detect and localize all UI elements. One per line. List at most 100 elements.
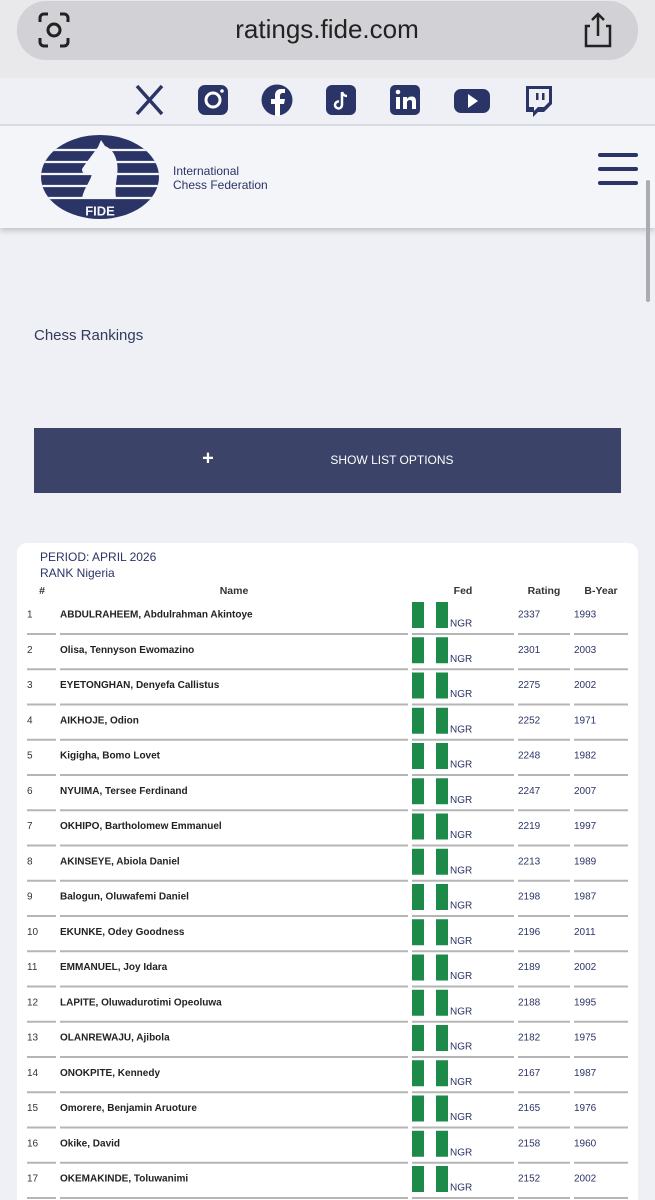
url[interactable]: ratings.fide.com [235, 14, 419, 44]
player-name: AIKHOJE, Odion [60, 715, 139, 726]
rank: 3 [27, 680, 33, 691]
flag-stripe [436, 848, 448, 875]
flag-stripe [436, 1130, 448, 1157]
ranking-row: 2 Olisa, Tennyson Ewomazino NGR 2301 2003 [27, 637, 628, 671]
rating: 2252 [518, 715, 541, 726]
x-icon[interactable] [135, 84, 164, 116]
birth-year: 2011 [574, 927, 596, 938]
birth-year: 1993 [574, 610, 597, 621]
org-name: International [173, 164, 239, 178]
player-name: Kigigha, Bomo Lovet [60, 751, 161, 762]
player-name: Balogun, Oluwafemi Daniel [60, 892, 189, 903]
twitch-icon[interactable] [526, 86, 552, 117]
rank: 6 [27, 786, 33, 797]
flag-stripe [412, 813, 424, 840]
ranking-table: # Name Fed Rating B-Year 1 ABDULRAHEEM, Abdulr… [27, 585, 628, 1199]
ranking-row: 5 Kigigha, Bomo Lovet NGR 2248 1982 [27, 743, 628, 776]
org-name: Chess Federation [173, 178, 268, 192]
youtube-icon[interactable] [454, 89, 490, 113]
ranking-row: 12 LAPITE, Oluwadurotimi Opeoluwa NGR 2188 1… [27, 989, 628, 1023]
rank: 13 [27, 1033, 39, 1044]
ranking-row: 16 Okike, David NGR 2158 1960 [27, 1130, 628, 1164]
flag-stripe [436, 884, 448, 910]
scrollbar [646, 180, 650, 302]
federation: NGR [450, 619, 472, 630]
federation: NGR [450, 1183, 472, 1194]
flag-stripe [436, 743, 448, 769]
federation: NGR [450, 901, 472, 912]
rating: 2198 [518, 892, 541, 903]
ranking-row: 8 AKINSEYE, Abiola Daniel NGR 2213 1989 [27, 848, 628, 882]
rank: 2 [27, 645, 33, 656]
rank: 12 [27, 997, 39, 1008]
column-header: # [39, 585, 45, 597]
birth-year: 1987 [574, 892, 597, 903]
ranking-row: 13 OLANREWAJU, Ajibola NGR 2182 1975 [27, 1025, 628, 1058]
rank: 5 [27, 751, 33, 762]
player-name: Olisa, Tennyson Ewomazino [60, 645, 194, 656]
flag-stripe [412, 1060, 424, 1087]
flag-stripe [436, 1166, 448, 1192]
rating: 2213 [518, 856, 541, 867]
birth-year: 2002 [574, 680, 597, 691]
column-header: Name [220, 585, 249, 597]
flag-stripe [412, 954, 424, 981]
rank: 8 [27, 856, 33, 867]
rating: 2247 [518, 786, 541, 797]
birth-year: 1976 [574, 1103, 597, 1114]
rating: 2182 [518, 1033, 541, 1044]
linkedin-icon[interactable] [390, 85, 420, 115]
rating: 2196 [518, 927, 541, 938]
menu-button[interactable] [598, 153, 638, 185]
ranking-row: 11 EMMANUEL, Joy Idara NGR 2189 2002 [27, 954, 628, 988]
flag-stripe [412, 672, 424, 699]
rating: 2188 [518, 997, 541, 1008]
instagram-icon[interactable] [198, 85, 228, 115]
flag-stripe [412, 848, 424, 875]
rating: 2152 [518, 1174, 541, 1185]
flag-stripe [412, 884, 424, 910]
rank: 17 [27, 1174, 39, 1185]
flag-stripe [412, 743, 424, 769]
ranking-row: 10 EKUNKE, Odey Goodness NGR 2196 2011 [27, 919, 628, 953]
options-button[interactable]: + SHOW LIST OPTIONS [34, 428, 621, 493]
player-name: OKHIPO, Bartholomew Emmanuel [60, 821, 222, 832]
federation: NGR [450, 1147, 472, 1158]
flag-stripe [412, 637, 424, 664]
player-name: Omorere, Benjamin Aruoture [60, 1103, 197, 1114]
player-name: OKEMAKINDE, Toluwanimi [60, 1174, 188, 1185]
address-bar[interactable] [17, 1, 638, 60]
column-header: Fed [454, 585, 473, 597]
rank: 7 [27, 821, 33, 832]
rank: 9 [27, 892, 33, 903]
rank: 10 [27, 927, 39, 938]
federation: NGR [450, 936, 472, 947]
page-title: Chess Rankings [34, 327, 143, 344]
column-header: Rating [528, 585, 561, 597]
ranking-card [17, 543, 638, 1200]
button-icon: + [202, 447, 214, 469]
birth-year: 1975 [574, 1033, 597, 1044]
fide-logo[interactable]: FIDE [40, 135, 160, 219]
flag-stripe [412, 1166, 424, 1192]
federation: NGR [450, 1042, 472, 1053]
player-name: EKUNKE, Odey Goodness [60, 927, 185, 938]
rank: 15 [27, 1103, 39, 1114]
birth-year: 2002 [574, 1174, 597, 1185]
rating: 2165 [518, 1103, 541, 1114]
flag-stripe [412, 1130, 424, 1157]
share-icon[interactable] [584, 12, 612, 48]
federation: NGR [450, 1006, 472, 1017]
lens-icon[interactable] [38, 12, 70, 48]
flag-stripe [436, 778, 448, 805]
player-name: EMMANUEL, Joy Idara [60, 962, 168, 973]
facebook-icon[interactable] [261, 84, 293, 117]
federation: NGR [450, 795, 472, 806]
tiktok-icon[interactable] [326, 85, 356, 115]
player-name: ABDULRAHEEM, Abdulrahman Akintoye [60, 610, 253, 621]
ranking-row: 15 Omorere, Benjamin Aruoture NGR 2165 1976 [27, 1095, 628, 1129]
rating: 2337 [518, 610, 541, 621]
birth-year: 2002 [574, 962, 597, 973]
birth-year: 2003 [574, 645, 597, 656]
flag-stripe [436, 672, 448, 699]
